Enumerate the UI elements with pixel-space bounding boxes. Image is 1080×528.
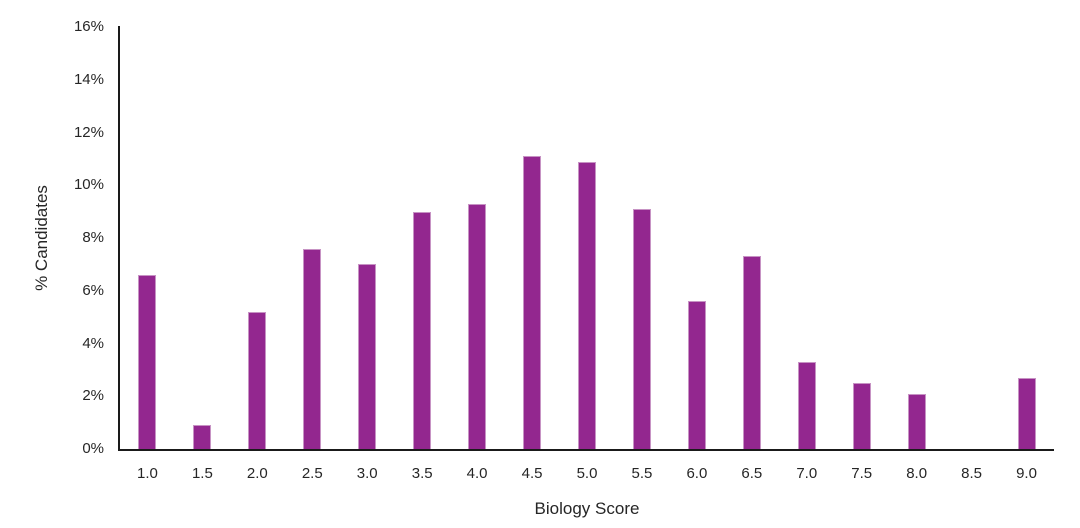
y-tick-label: 0% [82, 440, 104, 457]
x-tick-label: 9.0 [1016, 465, 1037, 482]
x-tick-label: 8.5 [961, 465, 982, 482]
x-tick-label: 5.5 [631, 465, 653, 482]
bar-4.0 [468, 203, 487, 449]
bar-3.5 [413, 211, 432, 449]
bar-7.5 [852, 383, 871, 449]
x-tick-label: 3.5 [411, 465, 433, 482]
y-tick-label: 12% [73, 123, 104, 141]
bar-4.5 [523, 156, 542, 449]
y-tick-label: 16% [73, 18, 104, 35]
x-axis-title: Biology Score [534, 499, 640, 518]
x-tick-label: 6.0 [686, 465, 708, 482]
x-tick-label: 5.0 [576, 465, 598, 482]
bar-7.0 [797, 361, 816, 449]
bar-1.0 [138, 274, 157, 449]
bar-5.5 [632, 209, 651, 449]
x-tick-label: 4.0 [466, 465, 488, 482]
bar-3.0 [358, 264, 377, 449]
y-tick-label: 4% [82, 334, 104, 352]
y-tick-label: 14% [73, 70, 104, 88]
x-tick-label: 7.5 [851, 465, 873, 482]
y-tick-label: 2% [82, 387, 104, 405]
bar-8.0 [907, 393, 926, 449]
x-tick-label: 3.0 [356, 465, 378, 482]
bar-1.5 [193, 425, 212, 449]
bar-2.0 [248, 311, 267, 449]
y-tick-label: 6% [82, 281, 104, 299]
bar-9.0 [1017, 377, 1036, 449]
x-tick-label: 6.5 [741, 465, 763, 482]
x-tick-label: 1.0 [137, 465, 158, 482]
x-axis-line [118, 449, 1054, 451]
x-tick-label: 2.0 [246, 465, 268, 482]
plot-area [120, 27, 1054, 449]
x-tick-label: 2.5 [301, 465, 323, 482]
x-tick-label: 8.0 [906, 465, 928, 482]
y-axis-line [118, 26, 120, 451]
bar-2.5 [303, 248, 322, 449]
bar-6.5 [742, 256, 761, 449]
y-tick-label: 10% [73, 176, 104, 194]
bar-6.0 [687, 301, 706, 449]
y-tick-label: 8% [82, 229, 104, 246]
x-tick-label: 7.0 [796, 465, 818, 482]
x-tick-label: 4.5 [521, 465, 543, 482]
x-tick-label: 1.5 [191, 465, 213, 482]
bar-5.0 [578, 161, 596, 449]
